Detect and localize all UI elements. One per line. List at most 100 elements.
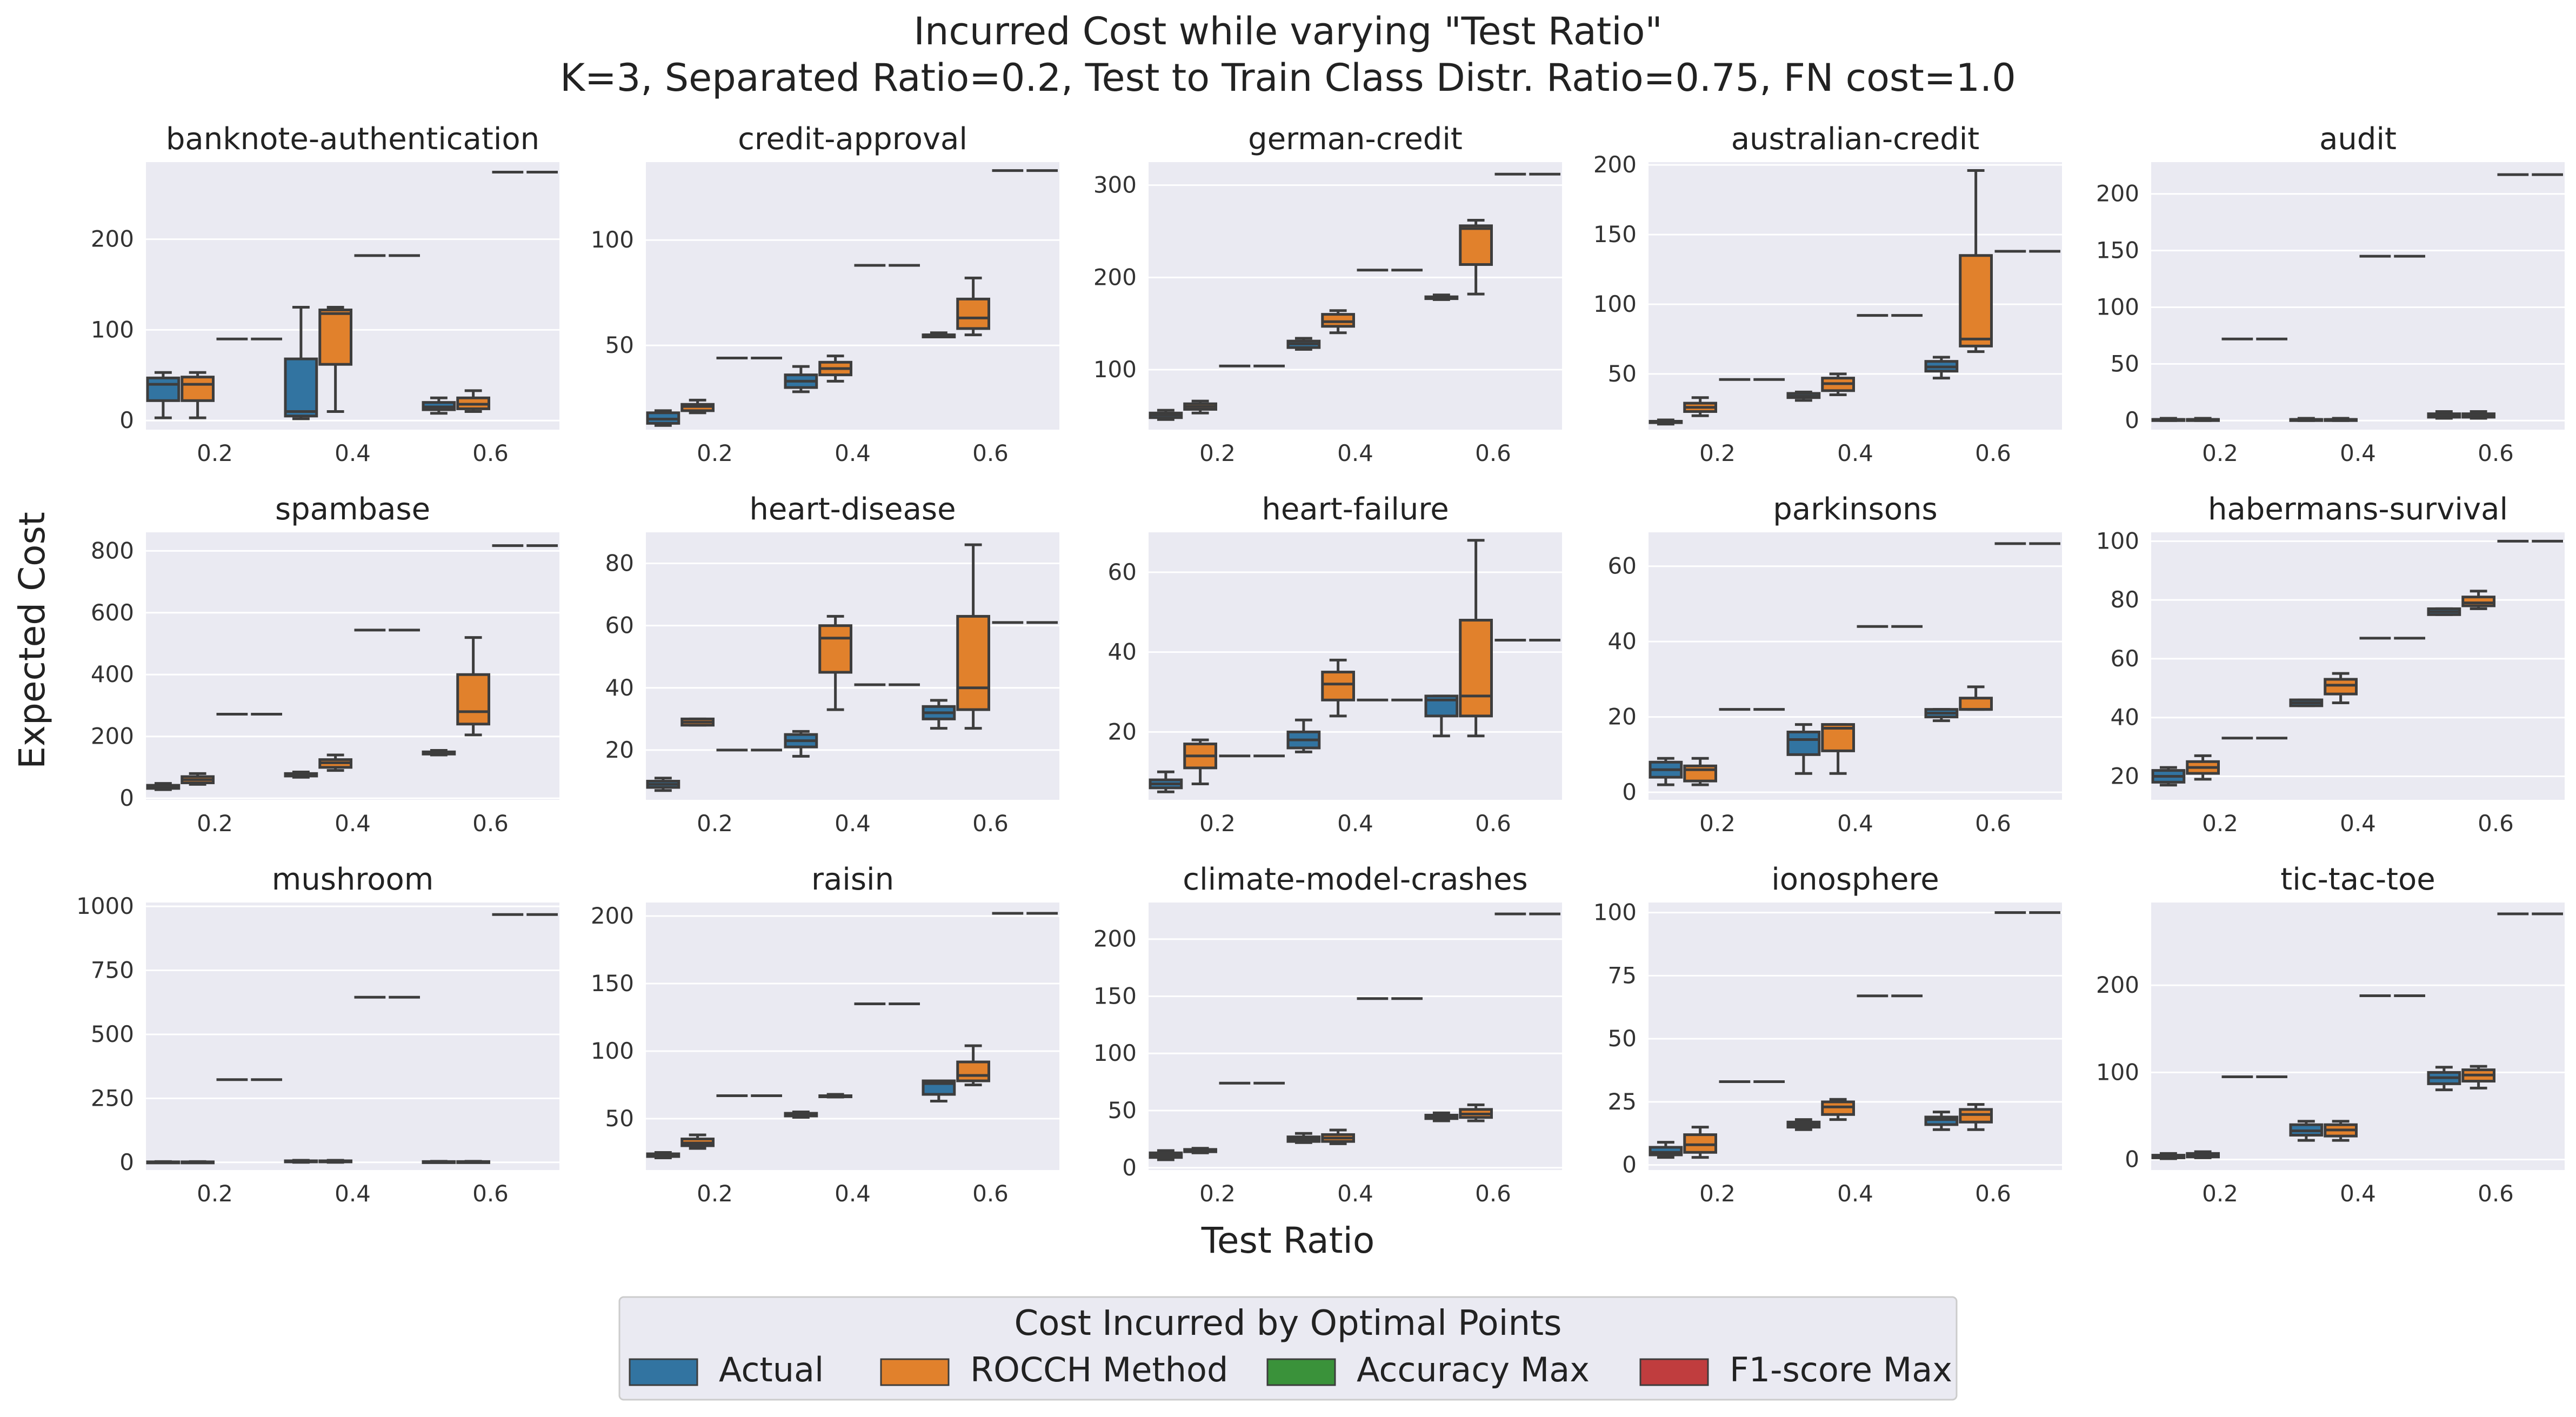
figure-title-line1: Incurred Cost while varying "Test Ratio" [913,9,1662,54]
y-tick-label: 60 [1608,553,1637,579]
box-rocch-method-0.2 [2186,754,2220,781]
y-tick-label: 40 [605,674,634,701]
box-rocch-method-0.4 [2324,1120,2358,1142]
x-tick-label: 0.6 [1975,810,2011,837]
x-tick-label: 0.2 [197,1180,233,1207]
panel-background [1149,532,1562,800]
x-axis-label: Test Ratio [1201,1220,1374,1261]
x-tick-label: 0.6 [972,1180,1009,1207]
box-body [956,1060,990,1082]
box-actual-0.6 [422,396,456,415]
box-body [318,309,352,366]
x-tick-label: 0.2 [1699,1180,1736,1207]
y-tick-label: 0 [119,1149,134,1175]
panel-background [146,162,559,430]
x-tick-label: 0.6 [1475,1180,1511,1207]
box-body [2461,596,2495,607]
box-actual-0.4 [784,730,818,758]
panel-title: climate-model-crashes [1183,862,1527,897]
x-tick-label: 0.4 [1837,1180,1873,1207]
y-tick-label: 100 [1593,899,1637,926]
panel-parkinsons: parkinsons 0 20 40 60 0.2 0.4 0.6 [1608,492,2062,837]
x-tick-label: 0.6 [2478,1180,2514,1207]
box-actual-0.6 [1424,694,1459,738]
y-tick-label: 500 [91,1021,134,1047]
box-rocch-method-0.4 [2324,672,2358,704]
box-actual-0.4 [1786,1118,1821,1131]
panel-climate-model-crashes: climate-model-crashes 0 50 100 150 200 0.2 0.4 0… [1093,862,1562,1207]
box-body [1959,697,1993,711]
x-tick-label: 0.4 [2340,1180,2376,1207]
panel-german-credit: german-credit 100 200 300 0.2 0.4 0.6 [1093,122,1562,466]
y-tick-label: 75 [1608,962,1637,988]
x-tick-label: 0.2 [697,810,733,837]
panel-background [146,532,559,800]
box-body [1321,313,1355,328]
panel-credit-approval: credit-approval 50 100 0.2 0.4 0.6 [591,122,1059,466]
y-tick-label: 40 [2111,704,2139,731]
box-actual-0.2 [1649,757,1683,786]
y-tick-label: 25 [1608,1088,1637,1115]
box-actual-0.4 [2289,417,2324,422]
panel-background [1649,903,2062,1170]
box-actual-0.6 [422,748,456,757]
box-rocch-method-0.6 [2461,590,2495,610]
box-rocch-method-0.4 [818,614,852,711]
y-tick-label: 50 [605,1105,634,1132]
box-actual-0.4 [1786,390,1821,402]
y-tick-label: 0 [119,785,134,811]
panel-title: heart-disease [749,492,956,527]
box-rocch-method-0.2 [1183,738,1217,785]
box-rocch-method-0.2 [1683,757,1717,786]
box-actual-0.6 [2427,1066,2461,1092]
box-body [1786,731,1821,756]
y-axis-label: Expected Cost [11,512,53,769]
y-tick-label: 100 [1093,1040,1137,1066]
y-tick-label: 0 [119,407,134,433]
x-tick-label: 0.4 [1337,440,1373,466]
y-tick-label: 100 [1593,291,1637,317]
panel-background [646,532,1059,800]
y-tick-label: 150 [2096,237,2139,264]
x-tick-label: 0.2 [2202,810,2238,837]
y-tick-label: 150 [1093,982,1137,1009]
box-rocch-method-0.4 [318,305,352,413]
box-rocch-method-0.6 [456,1160,490,1164]
box-rocch-method-0.2 [181,371,215,419]
box-rocch-method-0.6 [456,389,490,413]
panel-audit: audit 0 50 100 150 200 0.2 0.4 0.6 [2096,122,2565,466]
panel-background [646,903,1059,1170]
box-actual-0.2 [1149,409,1183,421]
panel-title: parkinsons [1773,492,1937,527]
panel-background [2151,532,2565,800]
x-tick-label: 0.6 [1975,440,2011,466]
panel-title: german-credit [1248,122,1463,157]
box-actual-0.2 [1649,1141,1683,1159]
legend-entries: Actual ROCCH Method Accuracy Max F1-score M… [629,1350,1952,1389]
y-tick-label: 20 [1108,718,1137,745]
box-body [1459,619,1493,718]
y-tick-label: 100 [591,226,634,253]
y-tick-label: 400 [91,661,134,687]
panel-title: australian-credit [1731,122,1980,157]
box-rocch-method-0.6 [956,543,990,730]
x-tick-label: 0.4 [835,440,871,466]
box-actual-0.4 [2289,698,2324,707]
box-body [2324,678,2358,696]
box-rocch-method-0.4 [318,753,352,772]
legend-label: F1-score Max [1730,1350,1952,1389]
legend-swatch [629,1358,698,1386]
x-tick-label: 0.4 [335,1180,371,1207]
legend-swatch [1266,1358,1336,1386]
box-rocch-method-0.6 [1959,1103,1993,1131]
box-rocch-method-0.6 [1959,685,1993,711]
y-tick-label: 40 [1608,628,1637,654]
box-rocch-method-0.4 [1321,1128,1355,1145]
box-actual-0.6 [1924,708,1959,723]
box-actual-0.6 [2427,607,2461,616]
box-actual-0.2 [1649,418,1683,426]
y-tick-label: 200 [591,903,634,929]
panel-title: tic-tac-toe [2280,862,2435,897]
